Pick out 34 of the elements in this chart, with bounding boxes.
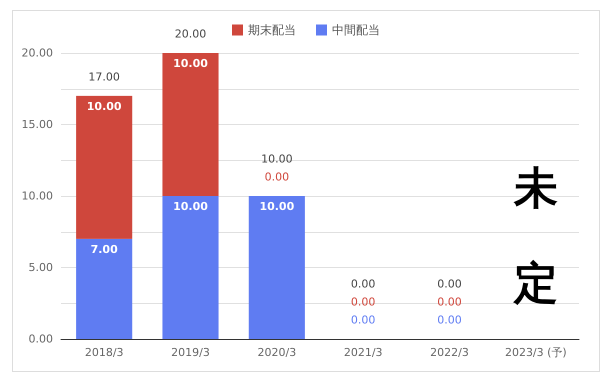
x-tick-label: 2021/3 [344, 346, 383, 359]
y-tick-label: 5.00 [28, 261, 53, 274]
y-tick-label: 0.00 [28, 332, 53, 346]
total-label: 10.00 [261, 152, 293, 166]
data-label: 10.00 [86, 100, 122, 113]
bar [162, 53, 219, 196]
bar [162, 196, 219, 339]
annotation: 未定 [512, 163, 558, 310]
text: 0.00 [437, 278, 462, 290]
total-label: 0.00 [350, 314, 376, 326]
data-label: 7.00 [90, 242, 118, 256]
x-tick-label: 2022/3 [430, 346, 469, 359]
x-tick-label: 2023/3 (予) [504, 346, 567, 359]
data-label: 0.00 [264, 170, 290, 184]
total-label: 17.00 [88, 70, 120, 84]
bar [76, 96, 132, 239]
data-label: 10.00 [173, 200, 208, 213]
y-tick-label: 20.00 [22, 46, 53, 60]
data-label: 10.00 [173, 57, 208, 70]
x-tick-label: 2020/3 [257, 346, 296, 359]
total-label: 20.00 [174, 28, 206, 40]
data-label: 10.00 [259, 200, 295, 213]
text: 0.00 [350, 278, 376, 290]
legend-label: 期末配当 [248, 23, 296, 37]
bar [248, 196, 305, 339]
y-tick-label: 15.00 [22, 118, 53, 131]
x-tick-label: 2018/3 [84, 346, 124, 359]
legend-label: 中間配当 [332, 23, 380, 37]
x-tick-label: 2019/3 [171, 346, 210, 359]
y-tick-label: 10.00 [22, 190, 53, 202]
data-label: 0.00 [437, 296, 462, 308]
total-label: 0.00 [437, 314, 462, 326]
bar [76, 238, 132, 339]
data-label: 0.00 [350, 296, 376, 308]
